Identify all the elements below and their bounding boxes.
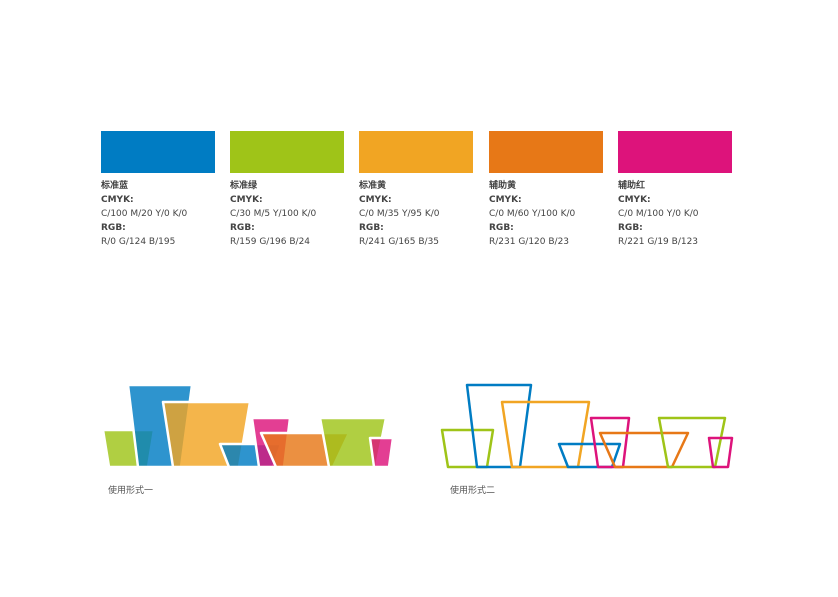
outline-shape bbox=[440, 428, 495, 469]
rgb-label: RGB: bbox=[230, 223, 255, 233]
rgb-label: RGB: bbox=[359, 223, 384, 233]
cmyk-label: CMYK: bbox=[359, 195, 392, 205]
rgb-value: R/231 G/120 B/23 bbox=[489, 237, 570, 247]
outline-shape bbox=[707, 436, 734, 469]
usage-caption-2: 使用形式二 bbox=[450, 486, 496, 496]
cmyk-value: C/0 M/35 Y/95 K/0 bbox=[359, 209, 440, 219]
rgb-value: R/0 G/124 B/195 bbox=[101, 237, 176, 247]
color-chip bbox=[489, 131, 603, 173]
color-name: 辅助黄 bbox=[489, 181, 517, 191]
outline-shape bbox=[589, 416, 631, 469]
outline-shape bbox=[657, 416, 727, 469]
cmyk-label: CMYK: bbox=[230, 195, 263, 205]
color-name: 标准蓝 bbox=[101, 181, 129, 191]
rgb-label: RGB: bbox=[101, 223, 126, 233]
color-chip bbox=[101, 131, 215, 173]
cmyk-value: C/30 M/5 Y/100 K/0 bbox=[230, 209, 317, 219]
outline-shape bbox=[500, 400, 591, 469]
filled-shape bbox=[368, 436, 395, 469]
cmyk-value: C/0 M/60 Y/100 K/0 bbox=[489, 209, 576, 219]
rgb-value: R/221 G/19 B/123 bbox=[618, 237, 699, 247]
color-chip bbox=[359, 131, 473, 173]
color-chip bbox=[230, 131, 344, 173]
swatch-3: 辅助黄 CMYK: C/0 M/60 Y/100 K/0 RGB: R/231 … bbox=[489, 131, 603, 249]
swatch-1: 标准绿 CMYK: C/30 M/5 Y/100 K/0 RGB: R/159 … bbox=[230, 131, 344, 249]
swatch-2: 标准黄 CMYK: C/0 M/35 Y/95 K/0 RGB: R/241 G… bbox=[359, 131, 473, 249]
swatch-4: 辅助红 CMYK: C/0 M/100 Y/0 K/0 RGB: R/221 G… bbox=[618, 131, 732, 249]
color-name: 标准绿 bbox=[230, 181, 258, 191]
rgb-value: R/241 G/165 B/35 bbox=[359, 237, 440, 247]
logo-filled-version bbox=[101, 383, 395, 469]
cmyk-label: CMYK: bbox=[489, 195, 522, 205]
outline-shape bbox=[465, 383, 533, 469]
color-name: 标准黄 bbox=[359, 181, 387, 191]
logo-outline-version bbox=[440, 383, 734, 469]
cmyk-value: C/0 M/100 Y/0 K/0 bbox=[618, 209, 699, 219]
outline-shape bbox=[598, 431, 690, 469]
swatch-0: 标准蓝 CMYK: C/100 M/20 Y/0 K/0 RGB: R/0 G/… bbox=[101, 131, 215, 249]
color-chip bbox=[618, 131, 732, 173]
cmyk-value: C/100 M/20 Y/0 K/0 bbox=[101, 209, 188, 219]
rgb-label: RGB: bbox=[618, 223, 643, 233]
color-name: 辅助红 bbox=[618, 181, 646, 191]
cmyk-label: CMYK: bbox=[101, 195, 134, 205]
usage-caption-1: 使用形式一 bbox=[108, 486, 154, 496]
rgb-value: R/159 G/196 B/24 bbox=[230, 237, 311, 247]
cmyk-label: CMYK: bbox=[618, 195, 651, 205]
rgb-label: RGB: bbox=[489, 223, 514, 233]
